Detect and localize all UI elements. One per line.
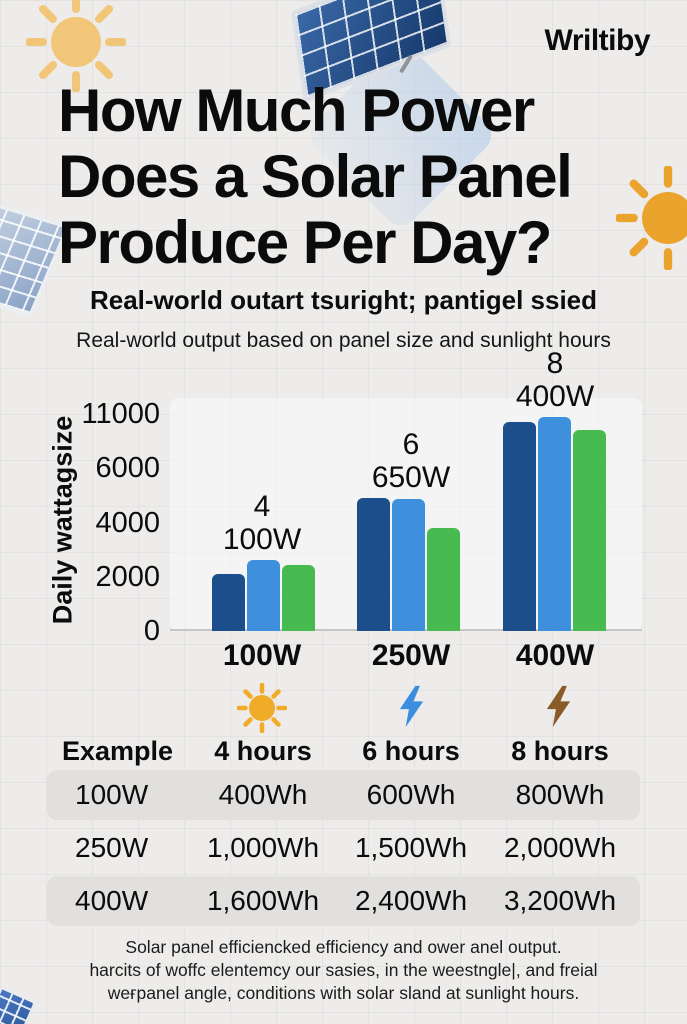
title-line-2: Does a Solar Panel [58, 143, 573, 210]
table-cell: 250W [75, 832, 149, 863]
table-header-6-hours: 6 hours [362, 736, 460, 766]
y-tick-label: 0 [143, 615, 160, 647]
table-cell: 800Wh [515, 779, 605, 810]
results-table-body: 100W 400Wh 600Wh 800Wh 250W 1,000Wh 1,500Wh 2,0… [0, 770, 687, 929]
table-cell: 3,200Wh [503, 885, 617, 916]
table-row: 100W 400Wh 600Wh 800Wh [47, 770, 640, 820]
x-axis-label: 100W [222, 639, 302, 672]
footer-note: Solar panel efficiencked efficiency and … [0, 936, 687, 1005]
table-row: 250W 1,000Wh 1,500Wh 2,000Wh [47, 823, 640, 873]
table-cell: 1,000Wh [206, 832, 320, 863]
x-axis-label: 250W [371, 639, 451, 672]
y-tick-label: 2000 [95, 560, 160, 593]
table-cell: 400Wh [218, 779, 308, 810]
lightning-brown-icon [543, 684, 574, 734]
table-cell: 1,600Wh [206, 885, 320, 916]
lightning-blue-icon [396, 684, 427, 734]
brand-logo: Wriltiby [544, 24, 651, 57]
footer-line: harcits of woffc elentemcy our sasies, i… [89, 960, 598, 980]
sun-icon-right [616, 166, 687, 270]
table-row: 400W 1,600Wh 2,400Wh 3,200Wh [47, 876, 640, 926]
x-axis-line [170, 629, 642, 631]
table-header-8-hours: 8 hours [511, 736, 609, 766]
table-cell: 100W [75, 779, 149, 810]
sun-icon-top-left [26, 0, 126, 92]
title-line-3: Produce Per Day? [58, 209, 552, 276]
table-cell: 2,000Wh [503, 832, 617, 863]
subtitle-bold: Real-world outart tsuright; pantigel ssi… [89, 285, 598, 315]
table-cell: 2,400Wh [354, 885, 468, 916]
subtitle: Real-world output based on panel size an… [76, 329, 611, 352]
table-header-4-hours: 4 hours [214, 736, 312, 766]
y-tick-label: 6000 [95, 452, 160, 485]
title-line-1: How Much Power [58, 77, 535, 144]
footer-line: weғpanel angle, conditions with solar sl… [107, 983, 580, 1003]
sun-icon [236, 682, 288, 738]
y-tick-label: 4000 [95, 506, 160, 539]
table-header-example: Example [62, 736, 174, 766]
table-cell: 600Wh [366, 779, 456, 810]
table-cell: 1,500Wh [354, 832, 468, 863]
page-title: How Much Power Does a Solar Panel Produc… [58, 77, 573, 276]
table-cell: 400W [75, 885, 149, 916]
x-axis-label: 400W [515, 639, 595, 672]
y-tick-label: 11000 [81, 398, 161, 430]
footer-line: Solar panel efficiencked efficiency and … [125, 937, 562, 957]
plot-area [170, 398, 642, 631]
